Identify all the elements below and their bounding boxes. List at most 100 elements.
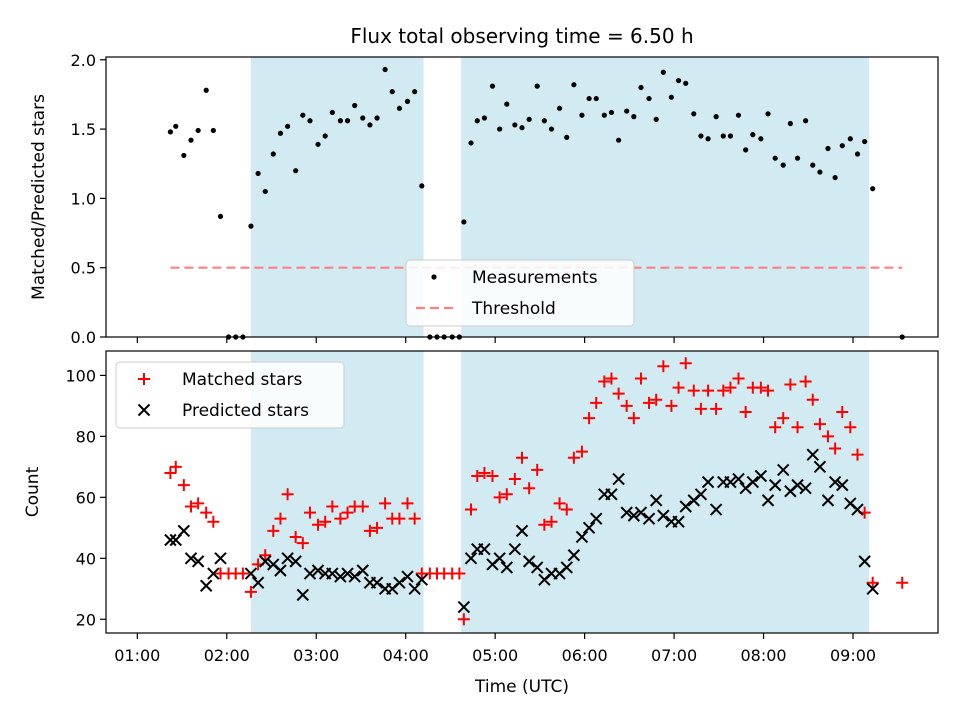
top-panel-ratio: 0.0 0.5 1.0 1.5 2.0 Matched/Predicted stars Me…: [29, 51, 939, 347]
data-point: [579, 112, 585, 118]
data-point: [296, 588, 310, 602]
data-point: [802, 118, 809, 124]
data-point: [199, 579, 213, 592]
legend: Measurements Threshold: [405, 259, 635, 327]
y-tick-label: 0.5: [71, 259, 96, 278]
data-point: [828, 475, 842, 489]
data-point: [582, 521, 596, 535]
data-point: [207, 567, 220, 580]
data-point: [374, 115, 380, 121]
data-point: [177, 524, 191, 538]
data-point: [478, 542, 491, 556]
data-point: [281, 488, 294, 501]
data-point: [612, 387, 625, 400]
x-tick-label: 07:00: [651, 646, 697, 665]
data-point: [522, 555, 536, 568]
data-point: [468, 140, 474, 146]
data-point: [393, 512, 406, 525]
data-point: [244, 567, 258, 580]
data-point: [303, 567, 317, 580]
data-point: [500, 488, 513, 501]
data-point: [739, 405, 752, 418]
data-point: [832, 174, 838, 181]
data-point: [575, 445, 588, 458]
data-point: [393, 576, 406, 589]
data-point: [545, 515, 558, 528]
data-point: [464, 552, 478, 565]
data-point: [821, 494, 835, 507]
data-point: [478, 466, 491, 479]
data-point: [762, 384, 775, 397]
legend: Matched stars Predicted stars: [115, 361, 345, 429]
data-point: [605, 372, 618, 385]
data-point: [191, 555, 205, 568]
data-point: [593, 95, 599, 102]
data-point: [810, 162, 816, 168]
x-tick-label: 08:00: [740, 646, 786, 665]
data-point: [657, 509, 670, 522]
data-point: [164, 466, 177, 479]
data-point: [650, 393, 663, 406]
data-point: [259, 555, 272, 568]
series-1-1: [164, 448, 879, 614]
data-point: [556, 105, 563, 111]
data-point: [665, 399, 678, 412]
data-point: [548, 126, 555, 132]
data-point: [382, 66, 388, 73]
data-point: [371, 521, 384, 534]
series-1-0: [164, 357, 909, 626]
data-point: [244, 585, 257, 598]
data-point: [293, 168, 299, 174]
data-point: [457, 600, 471, 614]
y-tick-label: 2.0: [71, 51, 96, 70]
data-point: [813, 418, 826, 431]
data-point: [575, 530, 589, 544]
data-point: [646, 95, 652, 102]
data-point: [720, 133, 726, 139]
data-point: [560, 503, 573, 516]
data-point: [768, 478, 782, 492]
data-point: [825, 145, 831, 152]
data-point: [567, 549, 581, 562]
data-point: [553, 497, 566, 510]
data-point: [590, 396, 603, 409]
data-point: [526, 116, 532, 122]
data-point: [289, 530, 302, 543]
data-point: [461, 219, 467, 225]
data-point: [512, 122, 518, 128]
legend-label: Predicted stars: [182, 401, 309, 421]
y-axis-title: Matched/Predicted stars: [29, 94, 49, 300]
data-point: [192, 497, 205, 510]
data-point: [267, 524, 280, 537]
x-tick-label: 04:00: [383, 646, 429, 665]
data-point: [334, 512, 347, 525]
data-point: [404, 98, 411, 104]
data-point: [262, 188, 268, 195]
data-point: [493, 491, 506, 504]
data-point: [486, 469, 499, 482]
data-point: [743, 147, 749, 153]
y-axis-title: Count: [23, 466, 43, 517]
data-point: [649, 494, 663, 507]
data-point: [207, 515, 220, 528]
data-point: [754, 469, 768, 483]
data-point: [727, 133, 734, 139]
data-point: [188, 137, 194, 143]
data-point: [657, 360, 670, 373]
data-point: [360, 115, 366, 121]
data-point: [724, 475, 737, 489]
data-point: [896, 576, 909, 589]
data-point: [679, 500, 692, 513]
data-point: [344, 118, 351, 124]
data-point: [465, 503, 478, 516]
data-point: [627, 412, 640, 425]
data-point: [236, 567, 249, 580]
data-point: [319, 515, 332, 528]
data-point: [638, 84, 644, 91]
data-point: [694, 488, 708, 501]
data-point: [341, 506, 354, 519]
data-point: [203, 87, 209, 93]
legend-label: Threshold: [471, 299, 556, 319]
data-point: [534, 83, 540, 89]
data-point: [303, 506, 316, 519]
